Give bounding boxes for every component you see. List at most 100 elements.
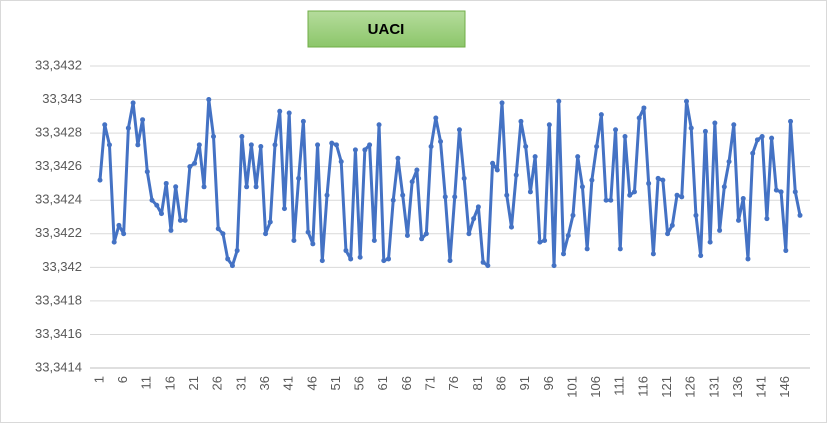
- data-point: [537, 239, 543, 245]
- data-point: [206, 97, 212, 103]
- x-tick-label: 6: [115, 376, 130, 383]
- data-point: [518, 118, 524, 124]
- data-point: [740, 196, 746, 202]
- data-point: [688, 125, 694, 131]
- data-point: [168, 227, 174, 233]
- x-tick-label: 131: [706, 376, 721, 398]
- data-point: [414, 167, 420, 173]
- x-tick-label: 126: [683, 376, 698, 398]
- data-point: [636, 115, 642, 121]
- x-tick-label: 61: [375, 376, 390, 390]
- x-tick-label: 121: [659, 376, 674, 398]
- data-point: [125, 125, 131, 131]
- x-tick-label: 81: [470, 376, 485, 390]
- data-point: [570, 212, 576, 218]
- y-tick-label: 33,3418: [35, 292, 82, 307]
- x-tick-label: 71: [423, 376, 438, 390]
- data-point: [731, 122, 737, 128]
- data-point: [759, 133, 765, 139]
- data-point: [329, 140, 335, 146]
- data-point: [315, 142, 321, 148]
- data-point: [177, 217, 183, 223]
- data-point: [679, 194, 685, 200]
- data-point: [253, 184, 259, 190]
- y-tick-label: 33,343: [42, 91, 82, 106]
- data-point: [754, 137, 760, 143]
- data-point: [338, 159, 344, 165]
- data-point: [783, 248, 789, 254]
- data-point: [702, 128, 708, 134]
- data-point: [466, 231, 472, 237]
- x-tick-label: 96: [541, 376, 556, 390]
- data-point: [594, 144, 600, 150]
- data-point: [367, 142, 373, 148]
- data-point: [182, 217, 188, 223]
- data-point: [400, 192, 406, 198]
- data-point: [192, 160, 198, 166]
- data-point: [395, 155, 401, 161]
- data-point: [575, 154, 581, 160]
- data-point: [258, 144, 264, 150]
- y-tick-label: 33,3426: [35, 158, 82, 173]
- data-point: [778, 189, 784, 195]
- data-point: [589, 177, 595, 183]
- data-point: [561, 251, 567, 257]
- data-point: [674, 192, 680, 198]
- data-point: [565, 232, 571, 238]
- y-tick-label: 33,3416: [35, 326, 82, 341]
- data-point: [116, 222, 122, 228]
- x-tick-label: 36: [257, 376, 272, 390]
- data-point: [286, 110, 292, 116]
- data-point: [655, 175, 661, 181]
- x-tick-label: 116: [635, 376, 650, 397]
- data-point: [641, 105, 647, 111]
- data-point: [215, 226, 221, 232]
- data-point: [135, 142, 141, 148]
- data-point: [357, 254, 363, 260]
- data-point: [390, 197, 396, 203]
- data-point: [461, 175, 467, 181]
- data-point: [442, 194, 448, 200]
- data-point: [608, 197, 614, 203]
- x-tick-label: 86: [493, 376, 508, 390]
- data-point: [603, 197, 609, 203]
- data-point: [485, 263, 491, 269]
- data-point: [239, 133, 245, 139]
- x-tick-label: 1: [91, 376, 106, 383]
- data-point: [291, 237, 297, 243]
- data-point: [542, 237, 548, 243]
- data-point: [376, 122, 382, 128]
- data-point: [244, 184, 250, 190]
- x-tick-label: 146: [777, 376, 792, 398]
- data-point: [386, 256, 392, 262]
- x-tick-label: 16: [162, 376, 177, 390]
- x-tick-label: 101: [564, 376, 579, 398]
- data-point: [717, 227, 723, 233]
- data-point: [579, 184, 585, 190]
- x-tick-label: 21: [186, 376, 201, 390]
- data-point: [220, 231, 226, 237]
- data-point: [490, 160, 496, 166]
- data-point: [267, 219, 273, 225]
- data-point: [556, 98, 562, 104]
- data-point: [499, 100, 505, 106]
- data-point: [438, 139, 444, 144]
- data-point: [419, 236, 425, 242]
- data-point: [627, 192, 633, 198]
- data-point: [797, 212, 803, 218]
- data-point: [750, 150, 756, 156]
- data-point: [494, 167, 500, 173]
- data-point: [631, 189, 637, 195]
- data-point: [613, 127, 619, 133]
- data-point: [333, 142, 339, 148]
- x-tick-label: 111: [612, 376, 627, 396]
- data-point: [140, 117, 146, 123]
- data-point: [471, 216, 477, 222]
- data-point: [736, 217, 742, 223]
- data-point: [726, 159, 732, 165]
- y-tick-label: 33,3428: [35, 125, 82, 140]
- data-point: [102, 122, 108, 128]
- data-point: [693, 212, 699, 218]
